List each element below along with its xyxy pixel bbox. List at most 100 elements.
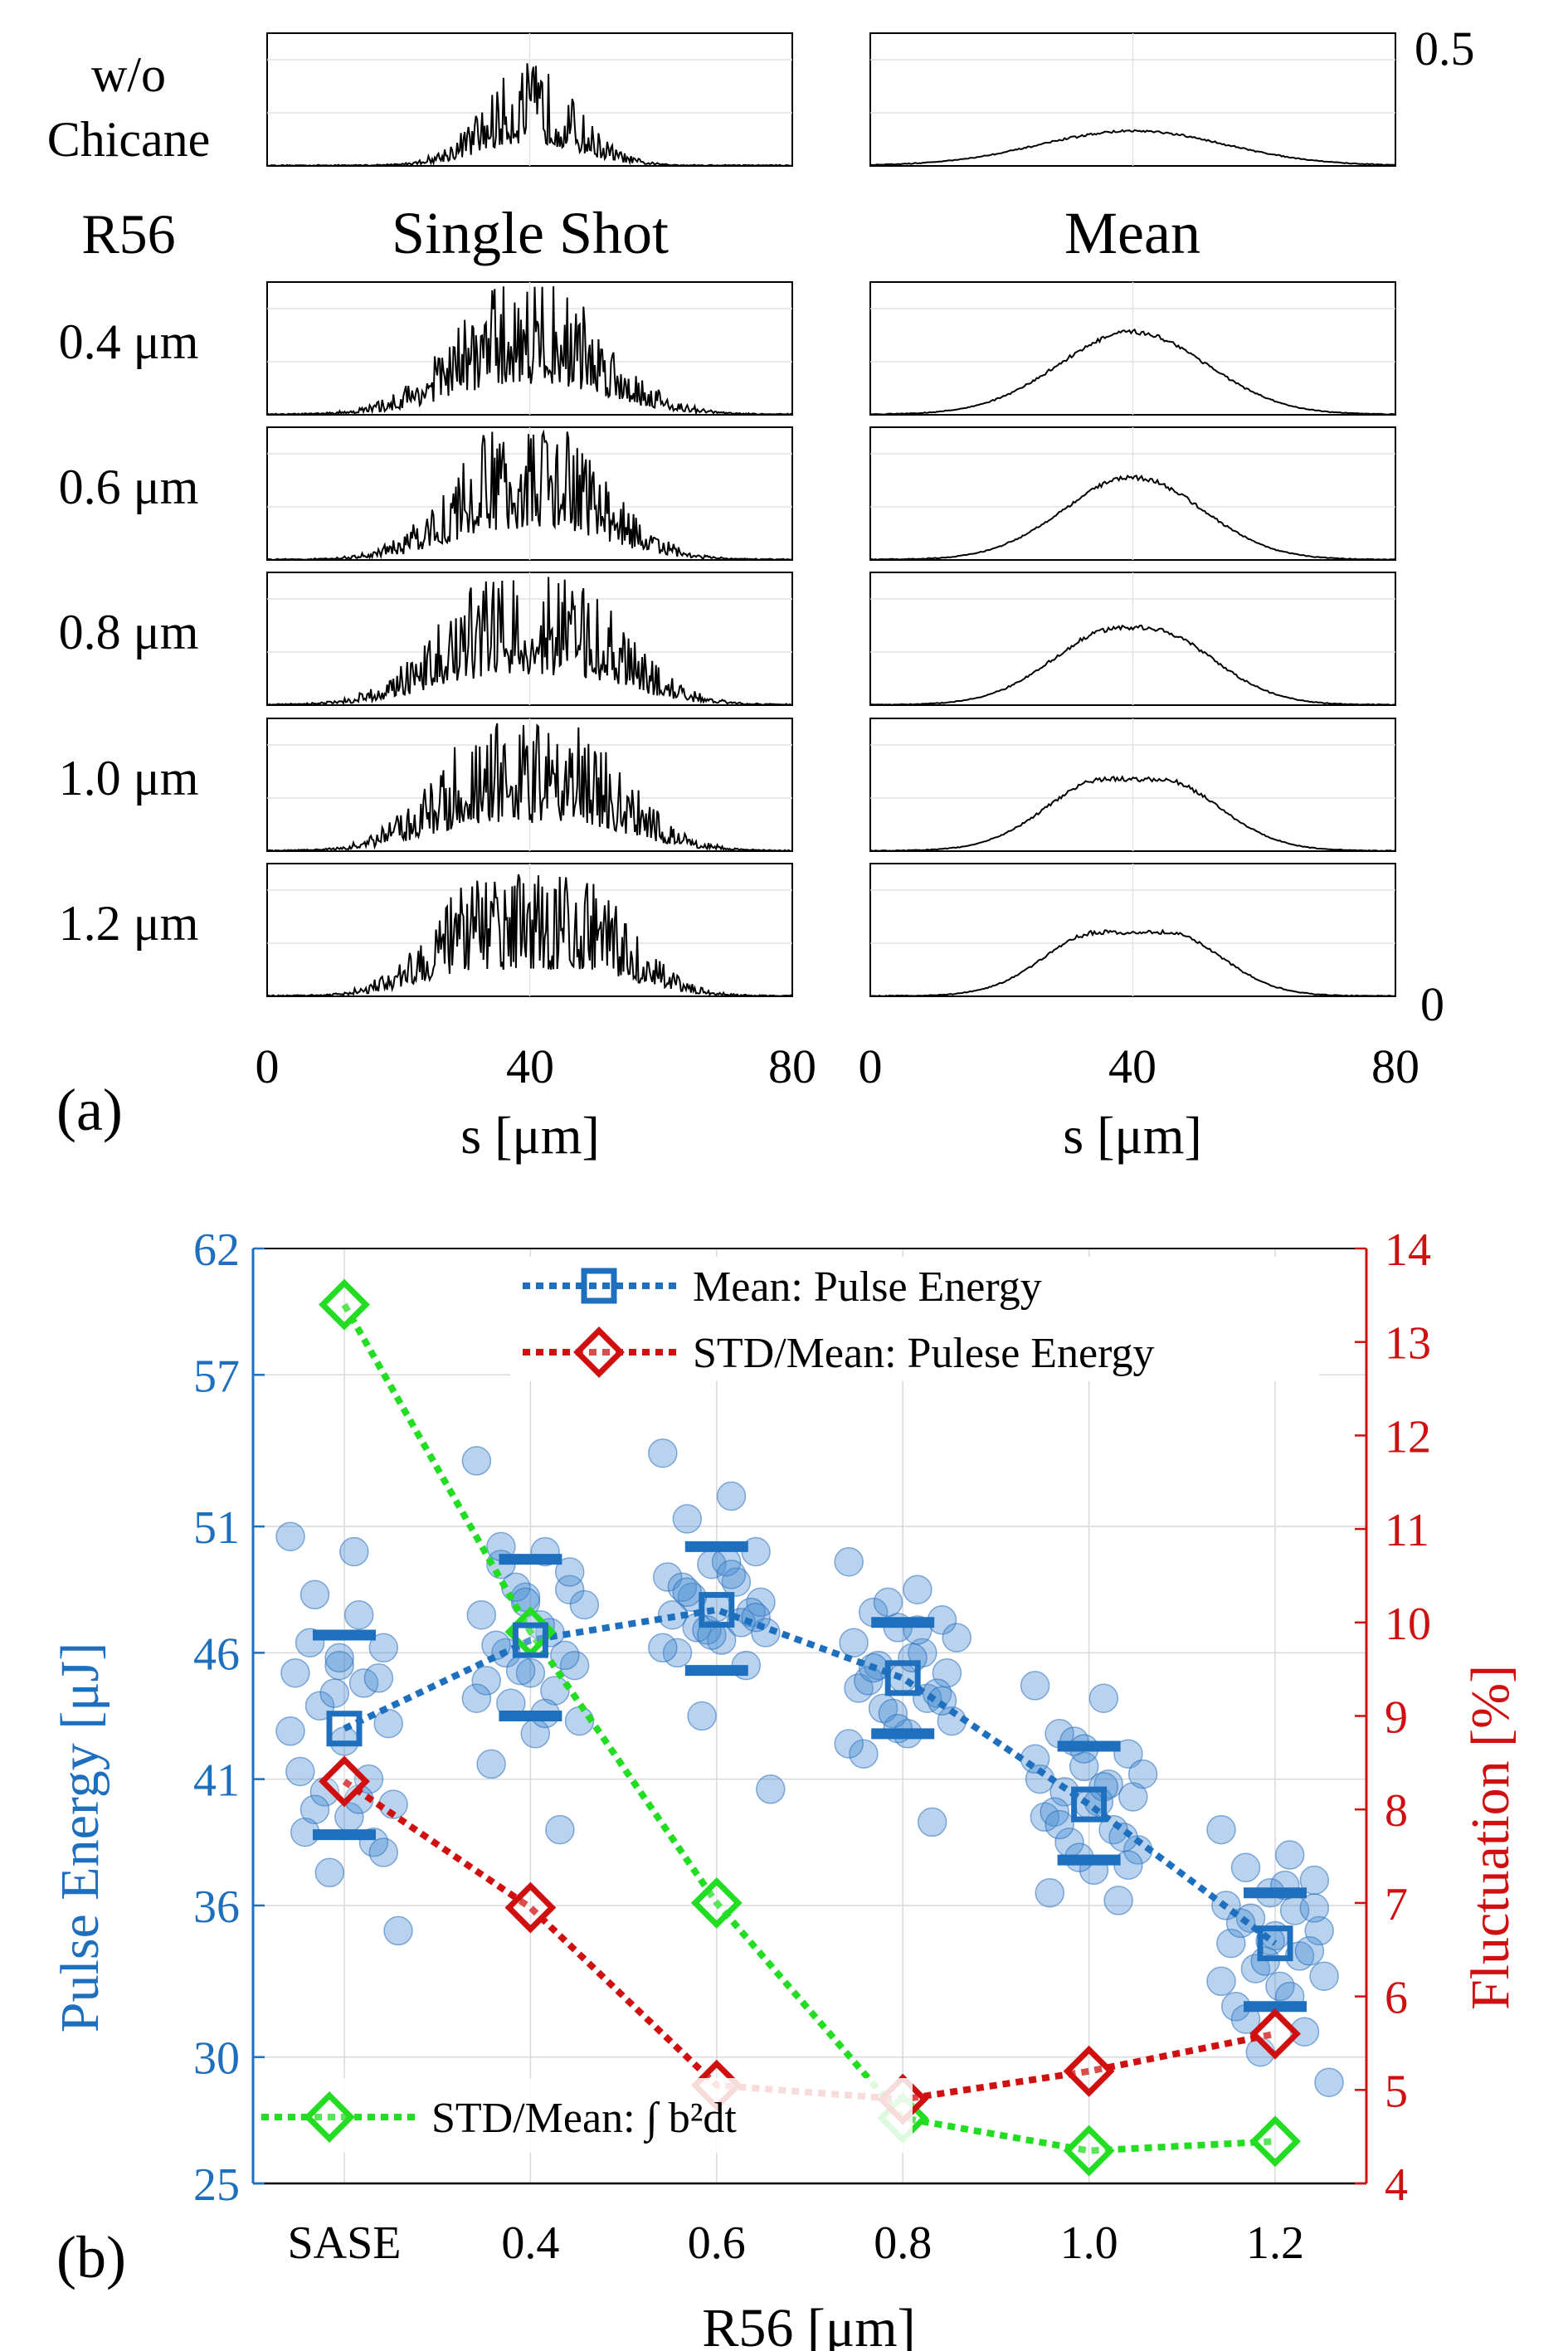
shot-point <box>849 1739 879 1769</box>
shot-point <box>363 1663 394 1693</box>
shot-point <box>319 1678 349 1708</box>
panel-b-label: (b) <box>56 2224 126 2290</box>
mean-profile-row-5 <box>869 863 1396 998</box>
shot-point <box>515 1657 546 1688</box>
shot-point <box>756 1774 786 1804</box>
shot-point <box>834 1729 864 1759</box>
shot-point <box>461 1683 492 1713</box>
shot-point <box>1103 1886 1133 1915</box>
xlabel-mean: s [μm] <box>1063 1106 1202 1165</box>
x-tick-label: 0.6 <box>688 2217 746 2269</box>
green-diamond-marker <box>690 1876 743 1929</box>
shot-point <box>648 1438 678 1468</box>
shot-point <box>471 1666 501 1696</box>
shot-point <box>540 1676 570 1706</box>
mean-profile-row-0 <box>869 32 1396 167</box>
y2-tick-label: 12 <box>1385 1411 1431 1463</box>
shot-point <box>280 1657 310 1688</box>
legend-marker-mean <box>581 1268 617 1304</box>
x-tick-label: 0.8 <box>874 2217 932 2269</box>
single-profile-line <box>266 286 793 416</box>
xtick-mean-80: 80 <box>1371 1039 1419 1093</box>
top-row-label-line2: Chicane <box>47 112 211 167</box>
single-profile-line <box>266 577 792 706</box>
single-profile-row-3 <box>266 572 793 706</box>
shot-point <box>844 1673 874 1703</box>
shot-point <box>1088 1683 1119 1713</box>
shot-point <box>275 1521 305 1551</box>
shot-point <box>648 1633 678 1663</box>
shot-point <box>545 1814 575 1845</box>
mean-square-marker <box>326 1711 363 1747</box>
shot-point <box>716 1560 747 1589</box>
shot-point <box>697 1620 727 1650</box>
shot-point <box>466 1599 497 1630</box>
y2-tick-label: 7 <box>1385 1879 1408 1930</box>
series-line-mean <box>343 1606 1278 1946</box>
shot-point <box>314 1857 345 1888</box>
shot-point <box>903 1575 933 1604</box>
shot-point <box>299 1580 330 1610</box>
shot-point <box>343 1599 374 1630</box>
y2-tick-label: 11 <box>1385 1505 1429 1556</box>
mean-profile-line <box>869 129 1396 166</box>
shot-point <box>569 1589 600 1620</box>
shot-point <box>383 1915 413 1946</box>
shot-point <box>868 1693 898 1724</box>
shot-point <box>1020 1671 1050 1701</box>
y-tick-label: 57 <box>193 1351 240 1402</box>
shot-point <box>1274 1840 1305 1870</box>
single-profile-line <box>266 63 793 168</box>
shot-point <box>839 1628 869 1657</box>
single-profile-line <box>266 874 793 997</box>
y2-tick-label: 9 <box>1385 1692 1408 1744</box>
green-diamond-marker <box>1063 2125 1115 2177</box>
shot-point <box>1045 1809 1074 1840</box>
red-diamond-marker <box>504 1881 557 1934</box>
x-tick-label: 1.2 <box>1246 2217 1304 2269</box>
shot-point <box>1113 1739 1143 1769</box>
shot-point <box>716 1481 747 1511</box>
shot-point <box>1127 1759 1158 1789</box>
shot-point <box>1108 1822 1138 1852</box>
red-diamond-marker <box>1063 2045 1115 2097</box>
y2-tick-label: 10 <box>1385 1599 1431 1650</box>
shot-point <box>324 1643 354 1673</box>
shot-point <box>898 1643 928 1673</box>
y-tick-label: 62 <box>193 1224 240 1276</box>
shot-point <box>652 1562 683 1592</box>
plot-area <box>253 1249 1366 2183</box>
row-label-5: 1.2 μm <box>59 896 199 951</box>
mean-profile-line <box>869 624 1395 706</box>
shot-point <box>1289 2017 1320 2047</box>
xlabel-single: s [μm] <box>460 1106 600 1165</box>
shot-point <box>1118 1782 1148 1812</box>
shot-point <box>1240 1954 1271 1984</box>
shot-point <box>550 1640 580 1671</box>
r56-header: R56 <box>81 202 175 265</box>
legend-box <box>510 1257 1319 1381</box>
red-diamond-marker <box>1249 2008 1301 2060</box>
x-tick-label: SASE <box>288 2217 402 2269</box>
xtick-single-0: 0 <box>256 1039 280 1093</box>
mean-profile-line <box>869 928 1396 998</box>
shot-point <box>908 1638 937 1668</box>
single-profile-row-4 <box>266 718 793 853</box>
shot-point <box>1304 1915 1334 1946</box>
shot-point <box>687 1701 717 1731</box>
row-label-1: 0.4 μm <box>59 314 199 369</box>
shot-point <box>275 1716 305 1746</box>
xtick-single-40: 40 <box>506 1039 554 1093</box>
shot-point <box>672 1504 703 1534</box>
x-axis-label: R56 [μm] <box>702 2298 915 2351</box>
row-label-3: 0.8 μm <box>59 605 199 660</box>
shot-point <box>1299 1893 1330 1923</box>
shot-point <box>942 1623 971 1653</box>
shot-point <box>873 1587 903 1618</box>
shot-point <box>554 1557 585 1587</box>
mean-square-marker <box>1257 1925 1293 1962</box>
shot-point <box>476 1749 506 1779</box>
xtick-mean-0: 0 <box>859 1039 883 1093</box>
panel-a-label: (a) <box>56 1077 123 1143</box>
